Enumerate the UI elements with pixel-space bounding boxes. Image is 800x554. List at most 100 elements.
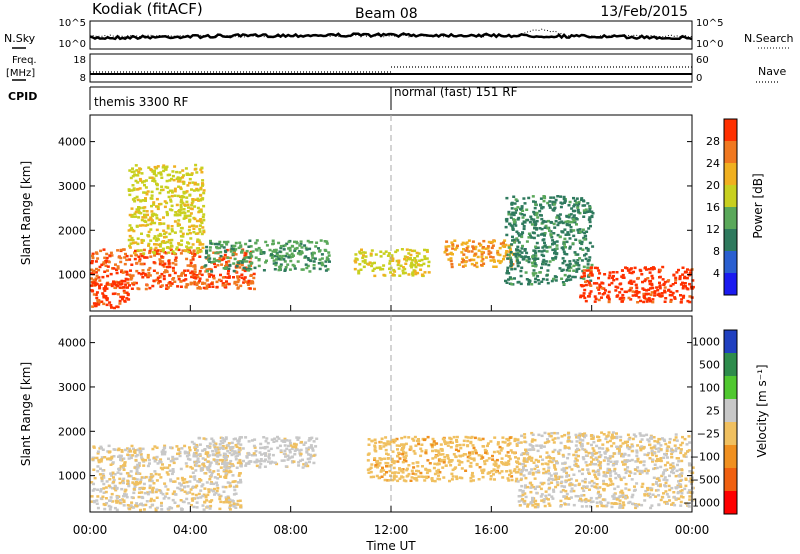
power-cell — [563, 200, 567, 203]
velocity-cell — [373, 458, 376, 461]
velocity-cell — [284, 455, 287, 458]
power-cell — [186, 210, 190, 213]
velocity-cell — [167, 496, 171, 500]
velocity-cell — [253, 446, 257, 449]
velocity-cell — [451, 475, 455, 478]
power-cell — [156, 207, 160, 211]
power-cell — [477, 242, 481, 245]
velocity-cell — [550, 481, 554, 484]
power-cell — [201, 182, 204, 185]
velocity-cell — [515, 465, 519, 468]
velocity-cell — [132, 488, 136, 491]
velocity-cell — [659, 444, 663, 447]
velocity-cell — [290, 447, 294, 451]
power-cell — [126, 278, 130, 281]
power-cell — [563, 237, 567, 241]
velocity-cell — [370, 463, 374, 466]
power-cell — [200, 265, 204, 269]
power-cell — [173, 194, 177, 197]
velocity-cell — [212, 444, 216, 447]
velocity-cell — [259, 442, 263, 446]
power-cell — [150, 176, 154, 179]
velocity-cell — [628, 446, 632, 449]
velocity-cell — [632, 489, 636, 492]
power-cell — [368, 261, 372, 264]
velocity-cell — [584, 434, 588, 437]
power-cell — [566, 275, 570, 278]
power-cell — [546, 227, 550, 230]
velocity-cell — [587, 451, 591, 455]
power-cell — [137, 211, 141, 214]
power-cell — [461, 241, 465, 245]
power-cell — [101, 292, 105, 295]
velocity-cell — [502, 462, 505, 466]
velocity-cell — [659, 448, 663, 451]
power-cell — [658, 294, 662, 298]
power-cell — [161, 166, 165, 169]
power-cell — [186, 269, 190, 272]
power-cell — [572, 205, 576, 208]
velocity-cell — [680, 468, 684, 472]
velocity-cell — [595, 451, 599, 455]
velocity-cell — [615, 435, 619, 439]
velocity-cell — [101, 472, 105, 476]
velocity-cell — [619, 478, 623, 482]
power-cell — [197, 281, 201, 284]
power-cell — [188, 177, 192, 181]
power-cell — [588, 205, 592, 208]
power-cell — [210, 261, 214, 264]
velocity-cell — [102, 491, 106, 494]
velocity-cell — [157, 473, 161, 476]
power-cell — [126, 292, 130, 296]
velocity-cell — [203, 487, 207, 490]
noise-left-bottom: 10^0 — [59, 39, 86, 50]
power-cell — [581, 228, 585, 231]
velocity-cell — [266, 460, 270, 463]
velocity-cell — [454, 455, 458, 458]
velocity-cell — [154, 458, 158, 461]
velocity-cell — [260, 453, 263, 456]
power-cell — [533, 258, 537, 261]
velocity-cell — [655, 477, 659, 480]
power-cell — [462, 253, 466, 256]
power-cell — [223, 253, 227, 257]
velocity-cell — [373, 446, 377, 449]
power-cell — [465, 241, 469, 244]
velocity-cell — [122, 468, 126, 471]
velocity-cell — [138, 447, 142, 450]
velocity-cell — [671, 449, 675, 452]
velocity-cell — [259, 459, 263, 463]
power-cell — [207, 258, 211, 262]
velocity-cell — [564, 480, 568, 484]
velocity-cell — [192, 505, 196, 509]
power-cell — [131, 239, 135, 242]
velocity-cell — [199, 496, 203, 499]
velocity-cell — [576, 447, 579, 451]
power-cell — [105, 252, 109, 256]
power-cell — [104, 285, 107, 288]
power-cell — [574, 253, 578, 256]
power-cell — [167, 262, 171, 265]
velocity-cell — [650, 488, 654, 492]
velocity-cell — [374, 463, 378, 467]
power-cell — [582, 265, 586, 269]
power-cell — [119, 256, 123, 260]
power-cell — [264, 240, 268, 244]
velocity-cell — [254, 453, 257, 457]
velocity-cell — [369, 466, 373, 469]
power-cell — [583, 234, 587, 238]
power-cell — [190, 188, 193, 191]
power-cell — [134, 281, 138, 285]
power-cell — [663, 291, 667, 294]
velocity-cell — [142, 486, 146, 490]
velocity-cell — [100, 476, 104, 479]
power-cell — [325, 258, 329, 262]
velocity-cell — [526, 503, 530, 506]
power-cell — [92, 293, 96, 296]
power-cell — [409, 253, 413, 257]
velocity-cell — [554, 468, 558, 471]
power-cell — [299, 240, 303, 243]
velocity-cell — [631, 502, 634, 505]
power-cell — [509, 277, 513, 281]
velocity-cell — [523, 433, 527, 436]
